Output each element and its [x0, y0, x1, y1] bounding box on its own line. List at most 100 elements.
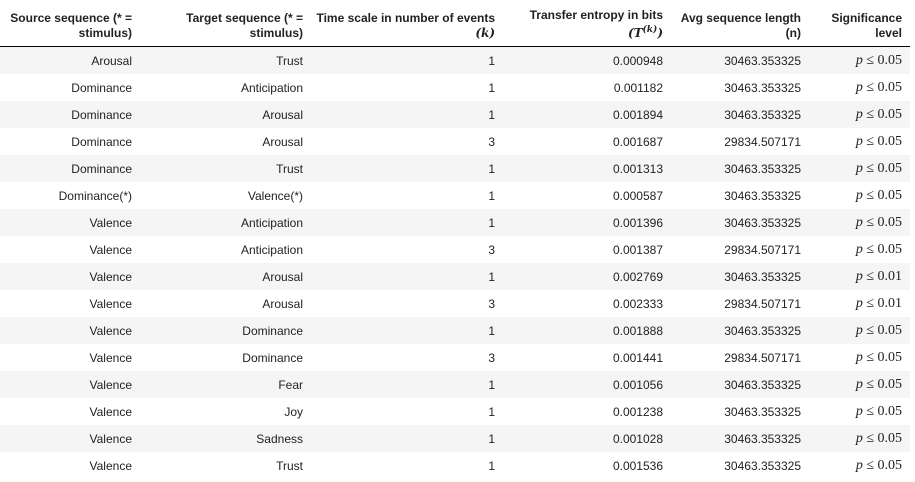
significance-p: p: [855, 295, 863, 311]
cell-significance: p ≤ 0.01: [809, 263, 910, 290]
cell-transfer-entropy: 0.001536: [503, 452, 671, 479]
cell-timescale: 1: [311, 101, 503, 128]
significance-relation: ≤: [866, 133, 874, 149]
cell-target: Dominance: [140, 344, 311, 371]
significance-relation: ≤: [866, 160, 874, 176]
table-row: Valence Trust 1 0.001536 30463.353325 p ≤ 0.0…: [0, 452, 910, 479]
table-row: Dominance(*) Valence(*) 1 0.000587 30463.353…: [0, 182, 910, 209]
cell-avg-length: 30463.353325: [671, 101, 809, 128]
cell-source: Valence: [0, 398, 140, 425]
cell-significance: p ≤ 0.05: [809, 452, 910, 479]
cell-significance: p ≤ 0.05: [809, 344, 910, 371]
cell-source: Arousal: [0, 46, 140, 74]
cell-significance: p ≤ 0.05: [809, 209, 910, 236]
significance-p: p: [855, 376, 863, 392]
cell-avg-length: 29834.507171: [671, 290, 809, 317]
cell-avg-length: 30463.353325: [671, 317, 809, 344]
cell-timescale: 1: [311, 182, 503, 209]
table-row: Valence Joy 1 0.001238 30463.353325 p ≤ 0.05: [0, 398, 910, 425]
significance-relation: ≤: [866, 403, 874, 419]
cell-transfer-entropy: 0.002333: [503, 290, 671, 317]
cell-target: Trust: [140, 155, 311, 182]
header-timescale-text: Time scale in number of events: [316, 11, 495, 25]
table-row: Arousal Trust 1 0.000948 30463.353325 p ≤ 0.0…: [0, 46, 910, 74]
significance-relation: ≤: [866, 106, 874, 122]
cell-source: Dominance(*): [0, 182, 140, 209]
cell-source: Valence: [0, 209, 140, 236]
significance-level: 0.05: [877, 430, 903, 446]
cell-source: Valence: [0, 236, 140, 263]
significance-level: 0.05: [877, 349, 903, 365]
cell-significance: p ≤ 0.01: [809, 290, 910, 317]
significance-p: p: [855, 349, 863, 365]
table-row: Valence Fear 1 0.001056 30463.353325 p ≤ 0.05: [0, 371, 910, 398]
cell-significance: p ≤ 0.05: [809, 398, 910, 425]
header-te-symbol: (T(k)): [627, 25, 663, 40]
cell-timescale: 1: [311, 398, 503, 425]
cell-avg-length: 30463.353325: [671, 74, 809, 101]
header-avg-length: Avg sequence length (n): [671, 0, 809, 47]
table-body: Arousal Trust 1 0.000948 30463.353325 p ≤ 0.0…: [0, 46, 910, 479]
cell-source: Valence: [0, 425, 140, 452]
significance-p: p: [855, 457, 863, 473]
significance-p: p: [855, 52, 863, 68]
cell-avg-length: 30463.353325: [671, 46, 809, 74]
header-row: Source sequence (* = stimulus) Target se…: [0, 0, 910, 47]
cell-transfer-entropy: 0.001396: [503, 209, 671, 236]
cell-timescale: 1: [311, 263, 503, 290]
significance-p: p: [855, 187, 863, 203]
cell-transfer-entropy: 0.001056: [503, 371, 671, 398]
cell-significance: p ≤ 0.05: [809, 425, 910, 452]
table-row: Valence Sadness 1 0.001028 30463.353325 p ≤ 0…: [0, 425, 910, 452]
table-row: Dominance Trust 1 0.001313 30463.353325 p ≤ 0…: [0, 155, 910, 182]
cell-source: Valence: [0, 263, 140, 290]
significance-p: p: [855, 268, 863, 284]
cell-avg-length: 30463.353325: [671, 425, 809, 452]
table-row: Valence Anticipation 3 0.001387 29834.507171…: [0, 236, 910, 263]
cell-source: Valence: [0, 371, 140, 398]
significance-relation: ≤: [866, 457, 874, 473]
cell-timescale: 3: [311, 290, 503, 317]
cell-target: Anticipation: [140, 74, 311, 101]
cell-avg-length: 29834.507171: [671, 128, 809, 155]
significance-level: 0.05: [877, 214, 903, 230]
cell-target: Anticipation: [140, 236, 311, 263]
cell-significance: p ≤ 0.05: [809, 182, 910, 209]
cell-timescale: 1: [311, 317, 503, 344]
significance-relation: ≤: [866, 241, 874, 257]
cell-target: Arousal: [140, 101, 311, 128]
significance-level: 0.05: [877, 106, 903, 122]
significance-p: p: [855, 322, 863, 338]
cell-transfer-entropy: 0.001687: [503, 128, 671, 155]
cell-timescale: 1: [311, 209, 503, 236]
table-row: Valence Dominance 1 0.001888 30463.353325 p ≤…: [0, 317, 910, 344]
table-row: Dominance Arousal 1 0.001894 30463.353325 p ≤…: [0, 101, 910, 128]
cell-source: Valence: [0, 290, 140, 317]
significance-relation: ≤: [866, 268, 874, 284]
significance-level: 0.05: [877, 241, 903, 257]
table-row: Valence Arousal 3 0.002333 29834.507171 p ≤ 0…: [0, 290, 910, 317]
table-header: Source sequence (* = stimulus) Target se…: [0, 0, 910, 47]
cell-transfer-entropy: 0.001888: [503, 317, 671, 344]
significance-relation: ≤: [866, 52, 874, 68]
cell-avg-length: 30463.353325: [671, 371, 809, 398]
header-transfer-entropy: Transfer entropy in bits (T(k)): [503, 0, 671, 47]
cell-source: Dominance: [0, 155, 140, 182]
cell-transfer-entropy: 0.001894: [503, 101, 671, 128]
cell-significance: p ≤ 0.05: [809, 155, 910, 182]
cell-transfer-entropy: 0.000587: [503, 182, 671, 209]
cell-target: Sadness: [140, 425, 311, 452]
header-te-close: ): [657, 26, 663, 40]
cell-target: Anticipation: [140, 209, 311, 236]
significance-relation: ≤: [866, 322, 874, 338]
significance-relation: ≤: [866, 79, 874, 95]
cell-transfer-entropy: 0.001238: [503, 398, 671, 425]
cell-target: Arousal: [140, 128, 311, 155]
significance-level: 0.05: [877, 322, 903, 338]
significance-p: p: [855, 79, 863, 95]
header-te-open: (T: [627, 26, 643, 40]
cell-target: Fear: [140, 371, 311, 398]
significance-level: 0.05: [877, 376, 903, 392]
significance-p: p: [855, 403, 863, 419]
